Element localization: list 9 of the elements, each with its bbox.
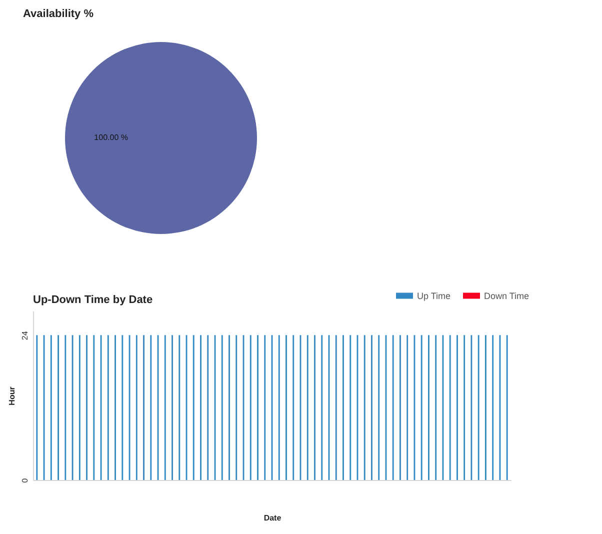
legend-label: Down Time [484, 290, 530, 301]
y-tick-label: 24 [20, 330, 30, 340]
chart-title: Up-Down Time by Date [33, 294, 153, 306]
data-label: 100.00 % [94, 133, 128, 142]
x-axis-title: Date [264, 513, 282, 522]
y-axis-title: Hour [8, 386, 16, 406]
legend-label: Up Time [417, 290, 451, 301]
y-tick-label: 0 [20, 478, 30, 483]
chart-title: Availability % [23, 8, 94, 20]
